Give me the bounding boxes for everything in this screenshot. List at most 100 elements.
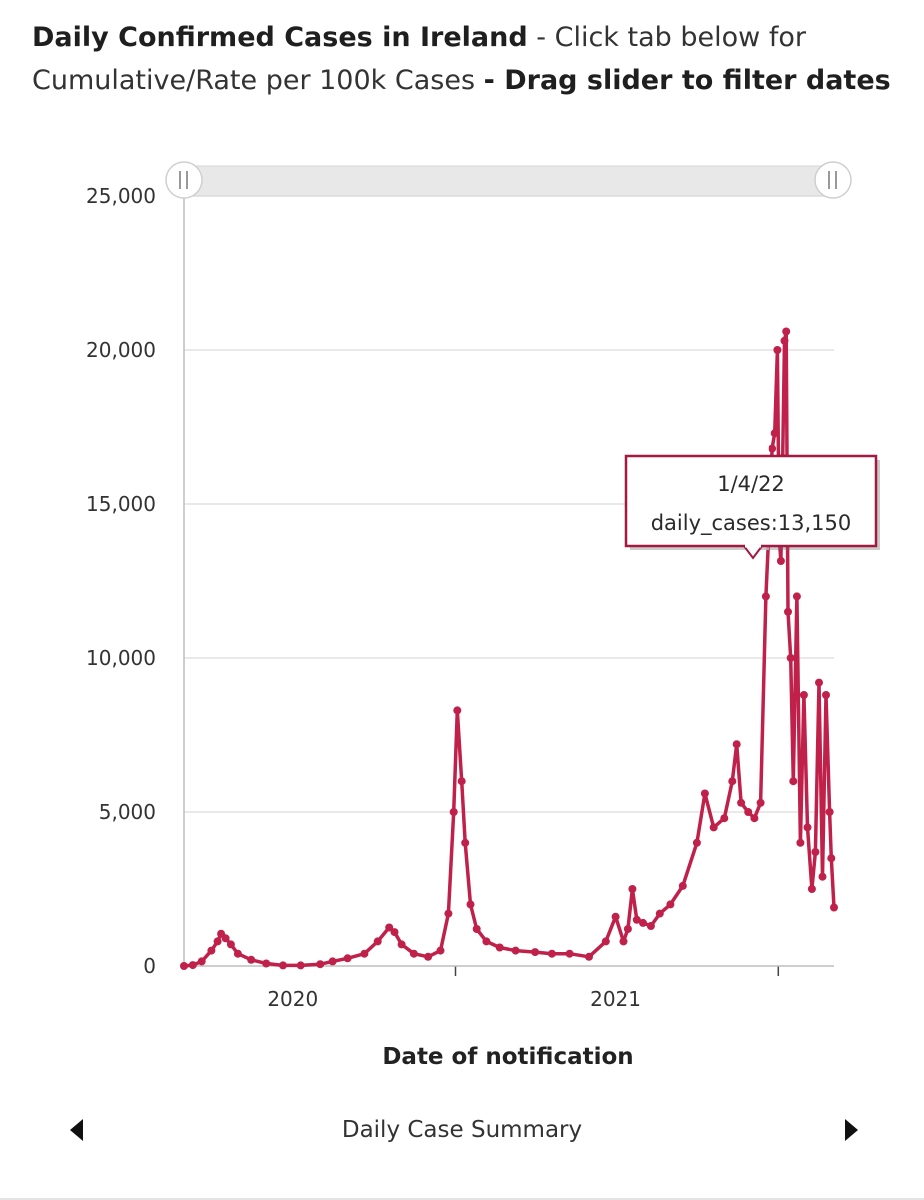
date-range-slider[interactable] bbox=[165, 161, 852, 199]
tab-navigation: Daily Case Summary bbox=[0, 1105, 924, 1157]
data-point[interactable] bbox=[385, 923, 394, 932]
data-point[interactable] bbox=[655, 909, 664, 918]
data-point[interactable] bbox=[737, 798, 746, 807]
data-point[interactable] bbox=[360, 949, 369, 958]
data-point[interactable] bbox=[233, 949, 242, 958]
data-point[interactable] bbox=[180, 962, 188, 970]
data-point[interactable] bbox=[397, 940, 406, 949]
data-point[interactable] bbox=[830, 903, 838, 912]
data-point[interactable] bbox=[803, 823, 812, 832]
data-point[interactable] bbox=[776, 557, 785, 565]
data-point[interactable] bbox=[466, 900, 475, 909]
data-point[interactable] bbox=[279, 961, 287, 970]
data-point[interactable] bbox=[646, 922, 655, 930]
tooltip-value: daily_cases:13,150 bbox=[651, 511, 852, 536]
data-point[interactable] bbox=[786, 654, 795, 662]
data-point[interactable] bbox=[457, 777, 466, 786]
data-point[interactable] bbox=[296, 961, 305, 970]
data-point[interactable] bbox=[444, 909, 453, 918]
data-point[interactable] bbox=[807, 885, 816, 893]
data-point[interactable] bbox=[692, 838, 701, 847]
data-point[interactable] bbox=[511, 946, 520, 955]
data-point[interactable] bbox=[639, 918, 647, 927]
data-point[interactable] bbox=[197, 957, 206, 966]
data-point[interactable] bbox=[666, 900, 675, 909]
data-point[interactable] bbox=[262, 959, 271, 968]
data-point[interactable] bbox=[316, 960, 325, 969]
data-point[interactable] bbox=[728, 777, 737, 786]
data-point[interactable] bbox=[780, 336, 789, 345]
data-point[interactable] bbox=[601, 937, 610, 946]
data-point[interactable] bbox=[782, 327, 791, 336]
y-tick-label: 5,000 bbox=[99, 800, 156, 824]
slider-track[interactable] bbox=[183, 165, 835, 197]
data-point[interactable] bbox=[799, 691, 808, 699]
x-tick-label: 2021 bbox=[590, 987, 641, 1011]
data-point[interactable] bbox=[226, 940, 235, 949]
data-point[interactable] bbox=[792, 592, 801, 601]
data-point[interactable] bbox=[461, 838, 470, 847]
slider-handle-left[interactable] bbox=[165, 161, 203, 199]
data-point[interactable] bbox=[373, 937, 382, 946]
data-point[interactable] bbox=[482, 937, 491, 946]
next-tab-arrow-icon[interactable] bbox=[845, 1119, 858, 1141]
data-point[interactable] bbox=[611, 912, 620, 921]
data-point[interactable] bbox=[207, 946, 216, 955]
data-point[interactable] bbox=[773, 346, 782, 354]
data-point[interactable] bbox=[732, 740, 741, 749]
data-point[interactable] bbox=[188, 961, 197, 970]
current-tab-label[interactable]: Daily Case Summary bbox=[341, 1117, 583, 1143]
data-point[interactable] bbox=[495, 943, 504, 952]
data-point[interactable] bbox=[750, 814, 759, 823]
data-point[interactable] bbox=[531, 948, 540, 957]
x-axis-title: Date of notification bbox=[382, 1044, 633, 1070]
data-point[interactable] bbox=[700, 789, 709, 798]
data-point[interactable] bbox=[453, 706, 462, 715]
data-point[interactable] bbox=[585, 952, 593, 961]
data-point[interactable] bbox=[221, 934, 230, 943]
data-point[interactable] bbox=[818, 872, 827, 881]
title-slider-hint: - Drag slider to filter dates bbox=[483, 65, 891, 96]
data-point[interactable] bbox=[247, 955, 256, 964]
data-point[interactable] bbox=[811, 848, 820, 856]
y-tick-label: 0 bbox=[143, 954, 156, 978]
data-point[interactable] bbox=[756, 798, 765, 807]
data-point[interactable] bbox=[825, 808, 834, 816]
data-point[interactable] bbox=[720, 814, 729, 823]
data-point[interactable] bbox=[565, 949, 574, 958]
data-point[interactable] bbox=[827, 854, 836, 863]
data-point[interactable] bbox=[770, 429, 779, 438]
tooltip-pointer bbox=[742, 545, 764, 560]
data-point[interactable] bbox=[789, 777, 798, 786]
data-point[interactable] bbox=[744, 808, 753, 816]
data-point[interactable] bbox=[784, 607, 792, 616]
data-point[interactable] bbox=[678, 881, 687, 890]
data-point[interactable] bbox=[390, 928, 399, 937]
data-point[interactable] bbox=[822, 691, 830, 699]
data-point[interactable] bbox=[409, 949, 418, 958]
data-point[interactable] bbox=[628, 885, 637, 893]
previous-tab-arrow-icon[interactable] bbox=[70, 1119, 83, 1141]
data-point[interactable] bbox=[796, 838, 805, 847]
data-point[interactable] bbox=[623, 925, 632, 933]
y-tick-label: 15,000 bbox=[86, 492, 156, 516]
y-tick-label: 20,000 bbox=[86, 338, 156, 362]
slider-handle-right[interactable] bbox=[814, 161, 852, 199]
data-point[interactable] bbox=[547, 949, 556, 958]
series-daily-cases bbox=[180, 327, 838, 970]
data-point[interactable] bbox=[709, 823, 718, 832]
data-point[interactable] bbox=[768, 444, 777, 453]
y-axis-ticks: 0 5,000 10,000 15,000 20,000 25,000 bbox=[86, 184, 156, 978]
data-point[interactable] bbox=[449, 808, 458, 816]
data-point[interactable] bbox=[343, 954, 352, 963]
data-point[interactable] bbox=[815, 678, 823, 687]
data-point[interactable] bbox=[436, 946, 445, 955]
data-point[interactable] bbox=[472, 925, 481, 933]
data-point[interactable] bbox=[619, 937, 628, 946]
x-tick-label: 2020 bbox=[267, 987, 318, 1011]
data-point[interactable] bbox=[761, 592, 770, 601]
data-point[interactable] bbox=[632, 915, 641, 924]
data-point[interactable] bbox=[328, 957, 337, 966]
data-point[interactable] bbox=[424, 952, 433, 961]
data-point[interactable] bbox=[213, 937, 222, 946]
